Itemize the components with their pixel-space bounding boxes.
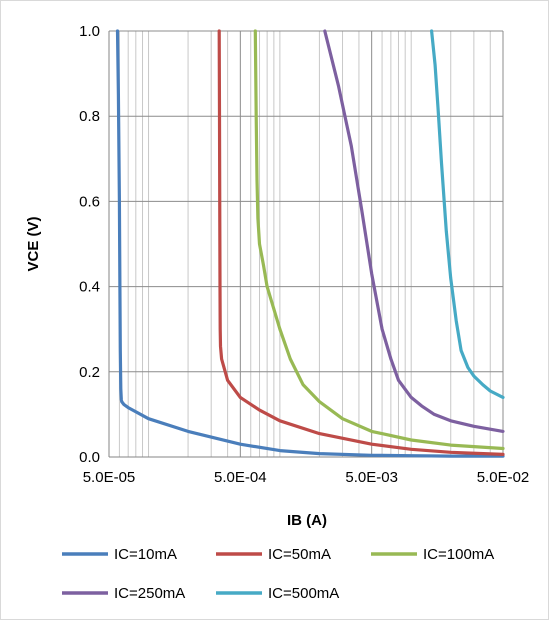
y-tick-label: 1.0 bbox=[79, 23, 100, 40]
y-tick-label: 0.4 bbox=[79, 279, 100, 296]
legend-label: IC=50mA bbox=[268, 546, 331, 563]
x-tick-label: 5.0E-02 bbox=[477, 469, 530, 486]
legend-label: IC=10mA bbox=[114, 546, 177, 563]
series-line bbox=[430, 29, 505, 399]
y-tick-label: 0.0 bbox=[79, 449, 100, 466]
grid bbox=[108, 30, 504, 457]
legend-label: IC=500mA bbox=[268, 585, 339, 602]
x-tick-label: 5.0E-05 bbox=[83, 469, 136, 486]
x-tick-label: 5.0E-04 bbox=[214, 469, 267, 486]
x-tick-label: 5.0E-03 bbox=[345, 469, 398, 486]
y-axis-label: VCE (V) bbox=[25, 216, 42, 271]
legend-label: IC=100mA bbox=[423, 546, 494, 563]
y-tick-label: 0.6 bbox=[79, 193, 100, 210]
series-line bbox=[253, 29, 505, 451]
axes bbox=[108, 31, 503, 458]
legend-label: IC=250mA bbox=[114, 585, 185, 602]
x-tick-labels: 5.0E-05 5.0E-04 5.0E-03 5.0E-02 bbox=[83, 469, 530, 486]
series-line bbox=[323, 29, 505, 433]
legend: IC=10mA IC=50mA IC=100mA IC=250mA IC=500mA bbox=[62, 546, 494, 602]
y-tick-label: 0.8 bbox=[79, 108, 100, 125]
y-tick-labels: 0.0 0.2 0.4 0.6 0.8 1.0 bbox=[79, 23, 100, 466]
series-line bbox=[115, 29, 505, 458]
series-line bbox=[217, 29, 505, 456]
x-axis-label: IB (A) bbox=[287, 512, 327, 529]
series-group bbox=[115, 29, 505, 458]
y-tick-label: 0.2 bbox=[79, 364, 100, 381]
